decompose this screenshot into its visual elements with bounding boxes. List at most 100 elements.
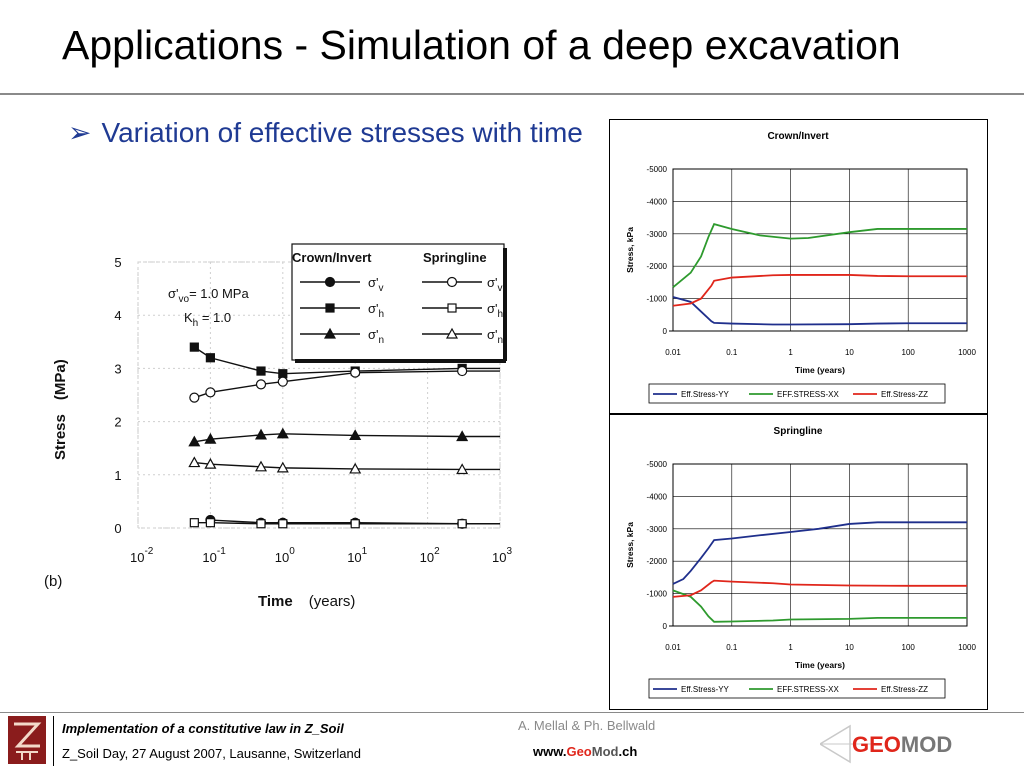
scan-data-point [188,456,201,468]
excel-y-tick-label: -2000 [647,557,668,566]
excel-y-tick-label: -3000 [647,525,668,534]
scan-data-point [256,519,266,529]
scan-data-point [188,435,201,447]
scan-x-tick-label: 103 [492,546,512,565]
footer-talk-title: Implementation of a constitutive law in … [62,721,344,736]
excel-series-zz [672,274,967,307]
scan-data-point [204,432,217,444]
footer-event: Z_Soil Day, 27 August 2007, Lausanne, Sw… [62,746,361,761]
scan-data-point [457,519,467,529]
scan-y-tick-label: 4 [114,308,121,323]
excel-legend-label: Eff.Stress-ZZ [881,685,928,694]
scan-data-point [256,366,266,376]
scan-series-line [194,370,500,399]
excel-x-tick-label: 1 [788,348,793,357]
scan-series-springline-n [188,456,500,475]
scan-data-point [276,427,289,439]
scan-panel-label: (b) [44,573,62,590]
scan-data-point [278,369,288,379]
excel-series-xx [672,223,967,288]
excel-y-axis-label: Stress, kPa [625,227,635,273]
scan-data-point [456,463,469,475]
slide-title: Applications - Simulation of a deep exca… [62,22,901,68]
scan-y-tick-label: 2 [114,415,121,430]
scan-y-ticks: 0 1 2 3 4 5 [114,255,121,536]
scan-x-tick-label: 10-2 [130,546,154,565]
footer-website-link[interactable]: www.GeoMod.ch [533,744,638,759]
excel-legend-label: Eff.Stress-YY [681,685,730,694]
excel-series-yy [672,296,967,326]
excel-y-tick-label: -5000 [647,165,668,174]
excel-x-tick-label: 0.01 [665,643,681,652]
scan-data-point [189,392,200,403]
scan-data-point [456,430,469,442]
excel-x-tick-label: 1 [788,643,793,652]
excel-x-tick-label: 100 [902,348,916,357]
scan-data-point [278,519,288,529]
scan-series-line [194,433,500,443]
scan-data-point [349,429,362,441]
excel-y-tick-label: -4000 [647,492,668,501]
scan-data-point [205,353,215,363]
footer-authors: A. Mellal & Ph. Bellwald [518,718,656,733]
excel-legend-label: EFF.STRESS-XX [777,390,839,399]
scan-legend-label: σ'h [487,301,503,320]
footer-divider [0,712,1024,713]
excel-chart-title: Crown/Invert [767,131,829,142]
excel-legend-label: EFF.STRESS-XX [777,685,839,694]
scan-series-line [194,461,500,471]
scan-data-point [457,365,468,377]
excel-x-tick-label: 0.1 [726,348,738,357]
scan-x-tick-label: 100 [275,546,295,565]
scan-legend-header-crown: Crown/Invert [292,250,372,265]
scan-data-point [349,462,362,474]
svg-text:GEOMOD: GEOMOD [852,732,952,757]
scan-data-point [254,460,268,472]
scan-data-point [204,457,217,469]
footer-separator [53,716,54,766]
scan-data-point [447,303,457,313]
scan-data-point [325,303,335,313]
scan-legend-label: σ'v [368,275,384,294]
scan-data-point [276,461,289,473]
scan-x-ticks: 10-2 10-1 100 101 102 103 [130,546,512,565]
excel-x-tick-label: 10 [845,643,854,652]
excel-legend-box [648,383,946,404]
scan-x-tick-label: 10-1 [202,546,226,565]
scan-y-tick-label: 1 [114,468,121,483]
excel-y-tick-label: -5000 [647,460,668,469]
excel-x-tick-label: 1000 [958,643,976,652]
scan-data-point [254,428,268,440]
excel-y-tick-label: -1000 [647,590,668,599]
scan-data-point [205,387,216,398]
scan-y-tick-label: 0 [114,521,121,536]
scan-series [188,342,500,529]
title-divider [0,93,1024,95]
scan-series-springline-v [189,365,500,403]
excel-y-tick-label: -4000 [647,197,668,206]
scan-data-point [323,327,337,339]
scan-x-tick-label: 101 [347,546,367,565]
bullet-text: Variation of effective stresses with tim… [101,117,583,148]
scan-legend-label: σ'n [368,327,384,346]
excel-charts-panel: Crown/Invert -5000 -4000 -3000 -2000 -1000 0 0.… [609,119,988,710]
scan-y-tick-label: 3 [114,361,121,376]
excel-series-xx [672,589,967,623]
scan-data-point [446,276,458,288]
scan-data-point [255,379,267,390]
scan-legend-label: σ'h [368,301,384,320]
excel-x-axis-label: Time (years) [795,660,845,670]
scan-data-point [350,367,361,378]
scan-data-point [277,376,288,387]
scan-data-point [350,519,360,529]
excel-y-axis-label: Stress, kPa [625,522,635,568]
scan-y-tick-label: 5 [114,255,121,270]
scan-xlabel: Time (years) [258,593,355,610]
excel-y-tick-label: -3000 [647,230,668,239]
bullet-point: ➢ Variation of effective stresses with ti… [68,116,583,149]
scan-data-point [205,518,215,528]
excel-legend-box [648,678,946,699]
scan-x-tick-label: 102 [420,546,440,565]
zsoil-logo-icon [8,716,46,764]
excel-legend-label: Eff.Stress-ZZ [881,390,928,399]
